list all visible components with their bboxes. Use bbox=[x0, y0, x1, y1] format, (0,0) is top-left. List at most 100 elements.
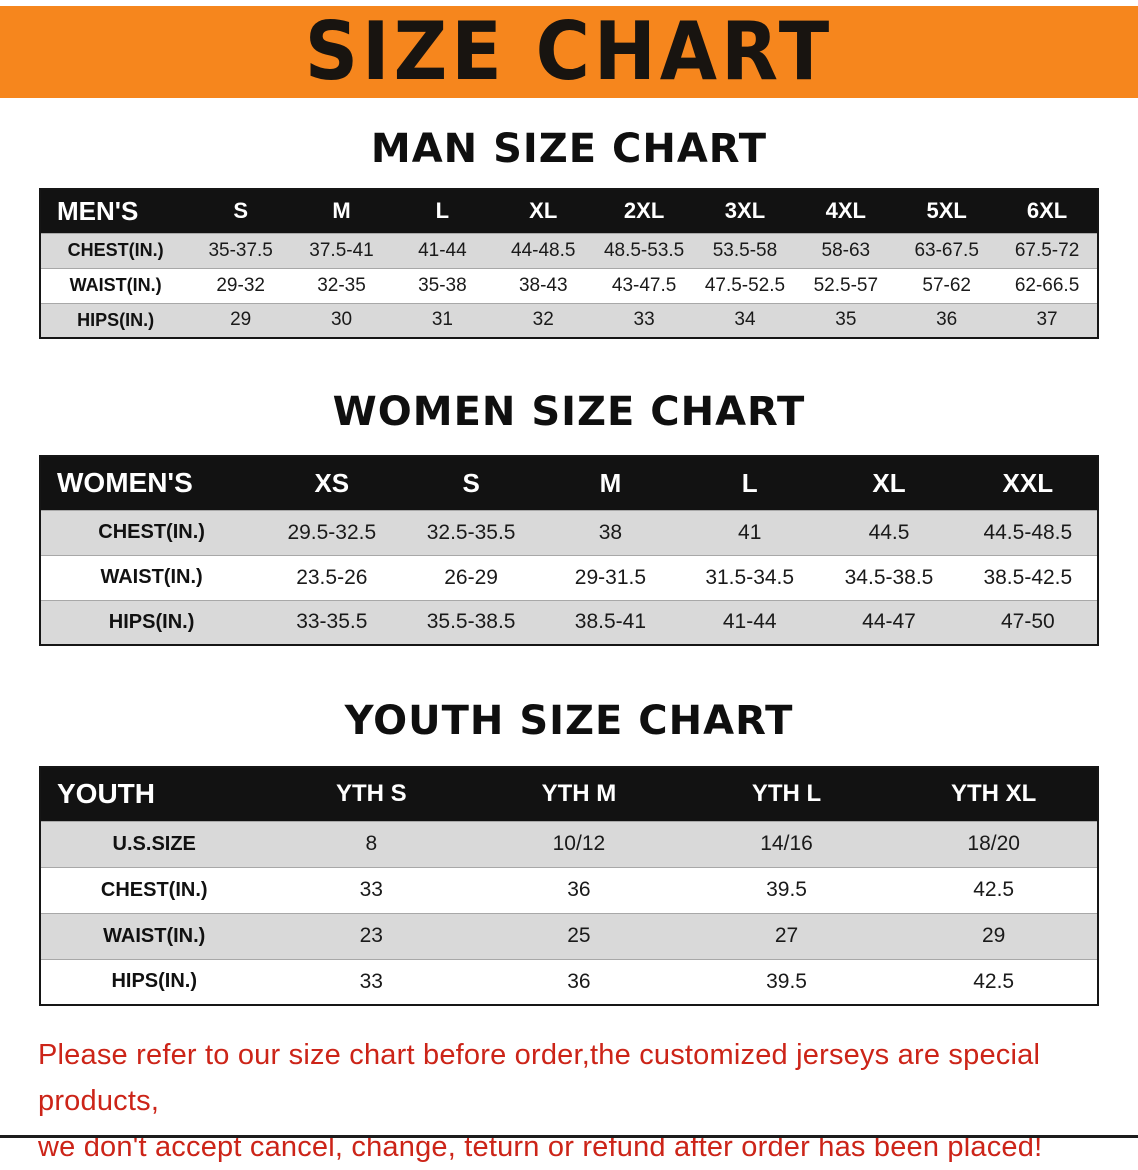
table-title-cell: WOMEN'S bbox=[40, 456, 263, 510]
value-cell: 38.5-42.5 bbox=[958, 554, 1098, 600]
row-label-cell: CHEST(IN.) bbox=[40, 866, 268, 913]
size-header-cell: 6XL bbox=[997, 189, 1098, 233]
table-header-row: YOUTH YTH S YTH M YTH L YTH XL bbox=[40, 767, 1098, 821]
value-cell: 37 bbox=[997, 302, 1098, 338]
value-cell: 35-38 bbox=[391, 267, 493, 303]
size-header-cell: S bbox=[401, 456, 541, 510]
youth-section-heading: YOUTH SIZE CHART bbox=[344, 698, 794, 744]
value-cell: 41-44 bbox=[680, 599, 820, 645]
value-cell: 41-44 bbox=[391, 232, 493, 268]
size-header-cell: 2XL bbox=[593, 189, 695, 233]
value-cell: 38.5-41 bbox=[540, 599, 681, 645]
size-header-cell: YTH M bbox=[475, 767, 683, 821]
value-cell: 29-32 bbox=[190, 267, 292, 303]
value-cell: 34.5-38.5 bbox=[819, 554, 959, 600]
value-cell: 42.5 bbox=[890, 866, 1098, 913]
value-cell: 32 bbox=[492, 302, 594, 338]
row-label-cell: HIPS(IN.) bbox=[40, 599, 263, 645]
row-label-cell: WAIST(IN.) bbox=[40, 267, 191, 303]
size-header-cell: YTH L bbox=[682, 767, 891, 821]
men-size-table: MEN'S S M L XL 2XL 3XL 4XL 5XL 6XL CHEST(IN.) 35-37… bbox=[39, 188, 1099, 339]
value-cell: 43-47.5 bbox=[593, 267, 695, 303]
value-cell: 26-29 bbox=[401, 554, 541, 600]
row-label-cell: HIPS(IN.) bbox=[40, 302, 191, 338]
size-header-cell: 4XL bbox=[795, 189, 897, 233]
value-cell: 36 bbox=[475, 866, 683, 913]
table-row: CHEST(IN.) 35-37.5 37.5-41 41-44 44-48.5 48.5… bbox=[40, 232, 1098, 268]
value-cell: 18/20 bbox=[890, 820, 1098, 867]
row-label-cell: HIPS(IN.) bbox=[40, 958, 268, 1005]
women-section-heading: WOMEN SIZE CHART bbox=[332, 389, 806, 435]
value-cell: 38 bbox=[540, 509, 681, 555]
value-cell: 47-50 bbox=[958, 599, 1098, 645]
section-women: WOMEN SIZE CHART WOMEN'S XS S M L XL XXL CHEST(… bbox=[0, 389, 1138, 646]
value-cell: 33 bbox=[593, 302, 695, 338]
value-cell: 29 bbox=[890, 912, 1098, 959]
value-cell: 62-66.5 bbox=[997, 267, 1098, 303]
value-cell: 58-63 bbox=[795, 232, 897, 268]
value-cell: 37.5-41 bbox=[291, 232, 392, 268]
disclaimer-line-2: we don't accept cancel, change, teturn o… bbox=[38, 1131, 1043, 1163]
value-cell: 23.5-26 bbox=[262, 554, 402, 600]
table-row: HIPS(IN.) 33-35.5 35.5-38.5 38.5-41 41-44 44-… bbox=[40, 599, 1098, 645]
men-section-heading: MAN SIZE CHART bbox=[370, 126, 768, 172]
value-cell: 32-35 bbox=[291, 267, 392, 303]
value-cell: 57-62 bbox=[896, 267, 998, 303]
value-cell: 30 bbox=[291, 302, 392, 338]
row-label-cell: CHEST(IN.) bbox=[40, 232, 191, 268]
size-header-cell: M bbox=[540, 456, 681, 510]
table-header-row: WOMEN'S XS S M L XL XXL bbox=[40, 456, 1098, 510]
value-cell: 36 bbox=[475, 958, 683, 1005]
value-cell: 32.5-35.5 bbox=[401, 509, 541, 555]
value-cell: 31 bbox=[391, 302, 493, 338]
table-row: HIPS(IN.) 33 36 39.5 42.5 bbox=[40, 958, 1098, 1005]
table-row: WAIST(IN.) 23 25 27 29 bbox=[40, 912, 1098, 959]
size-header-cell: XXL bbox=[958, 456, 1098, 510]
row-label-cell: WAIST(IN.) bbox=[40, 912, 268, 959]
size-chart-page: SIZE CHART MAN SIZE CHART MEN'S S M L XL 2XL 3… bbox=[0, 6, 1138, 1170]
value-cell: 29 bbox=[190, 302, 292, 338]
women-size-table: WOMEN'S XS S M L XL XXL CHEST(IN.) 29.5-32.5 32.5… bbox=[39, 455, 1099, 646]
value-cell: 35.5-38.5 bbox=[401, 599, 541, 645]
value-cell: 53.5-58 bbox=[694, 232, 796, 268]
value-cell: 39.5 bbox=[682, 958, 891, 1005]
value-cell: 38-43 bbox=[492, 267, 594, 303]
table-row: WAIST(IN.) 29-32 32-35 35-38 38-43 43-47.5 47.… bbox=[40, 267, 1098, 303]
value-cell: 33 bbox=[267, 866, 476, 913]
table-row: CHEST(IN.) 29.5-32.5 32.5-35.5 38 41 44.5 44.5… bbox=[40, 509, 1098, 555]
value-cell: 35-37.5 bbox=[190, 232, 292, 268]
value-cell: 25 bbox=[475, 912, 683, 959]
value-cell: 35 bbox=[795, 302, 897, 338]
value-cell: 41 bbox=[680, 509, 820, 555]
table-title-cell: YOUTH bbox=[40, 767, 268, 821]
value-cell: 39.5 bbox=[682, 866, 891, 913]
table-header-row: MEN'S S M L XL 2XL 3XL 4XL 5XL 6XL bbox=[40, 189, 1098, 233]
size-header-cell: L bbox=[391, 189, 493, 233]
table-row: U.S.SIZE 8 10/12 14/16 18/20 bbox=[40, 820, 1098, 867]
value-cell: 63-67.5 bbox=[896, 232, 998, 268]
value-cell: 42.5 bbox=[890, 958, 1098, 1005]
value-cell: 47.5-52.5 bbox=[694, 267, 796, 303]
value-cell: 23 bbox=[267, 912, 476, 959]
section-men: MAN SIZE CHART MEN'S S M L XL 2XL 3XL 4XL 5XL 6XL… bbox=[0, 126, 1138, 339]
size-header-cell: YTH XL bbox=[890, 767, 1098, 821]
youth-size-table: YOUTH YTH S YTH M YTH L YTH XL U.S.SIZE 8 10/12… bbox=[39, 766, 1099, 1006]
value-cell: 33-35.5 bbox=[262, 599, 402, 645]
table-row: WAIST(IN.) 23.5-26 26-29 29-31.5 31.5-34.5 34… bbox=[40, 554, 1098, 600]
size-header-cell: XL bbox=[819, 456, 959, 510]
size-header-cell: XS bbox=[262, 456, 402, 510]
size-header-cell: XL bbox=[492, 189, 594, 233]
value-cell: 52.5-57 bbox=[795, 267, 897, 303]
table-row: HIPS(IN.) 29 30 31 32 33 34 35 36 37 bbox=[40, 302, 1098, 338]
row-label-cell: CHEST(IN.) bbox=[40, 509, 263, 555]
value-cell: 36 bbox=[896, 302, 998, 338]
value-cell: 34 bbox=[694, 302, 796, 338]
value-cell: 44-48.5 bbox=[492, 232, 594, 268]
value-cell: 31.5-34.5 bbox=[680, 554, 820, 600]
value-cell: 27 bbox=[682, 912, 891, 959]
value-cell: 29-31.5 bbox=[540, 554, 681, 600]
page-title: SIZE CHART bbox=[304, 5, 834, 99]
value-cell: 67.5-72 bbox=[997, 232, 1098, 268]
value-cell: 29.5-32.5 bbox=[262, 509, 402, 555]
value-cell: 44-47 bbox=[819, 599, 959, 645]
